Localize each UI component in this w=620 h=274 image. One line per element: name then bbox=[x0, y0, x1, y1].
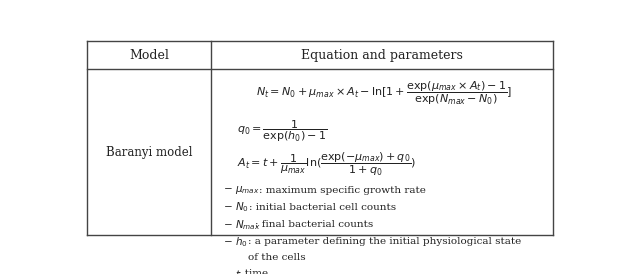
Text: : a parameter defining the initial physiological state: : a parameter defining the initial physi… bbox=[247, 238, 521, 246]
Text: $q_0 = \dfrac{1}{\exp(h_0)-1}$: $q_0 = \dfrac{1}{\exp(h_0)-1}$ bbox=[237, 118, 327, 144]
Text: $-\ N_{max}$: $-\ N_{max}$ bbox=[223, 218, 260, 232]
Text: of the cells: of the cells bbox=[247, 253, 305, 262]
Text: : initial bacterial cell counts: : initial bacterial cell counts bbox=[249, 203, 396, 212]
Text: : final bacterial counts: : final bacterial counts bbox=[255, 220, 374, 229]
Text: : time: : time bbox=[238, 269, 268, 274]
Text: Equation and parameters: Equation and parameters bbox=[301, 48, 463, 62]
Text: $-\ N_0$: $-\ N_0$ bbox=[223, 201, 249, 214]
Text: $-\ h_0$: $-\ h_0$ bbox=[223, 235, 247, 249]
Text: $N_t = N_0 + \mu_{max} \times A_t - \ln[1 + \dfrac{\exp(\mu_{max} \times A_t)-1}: $N_t = N_0 + \mu_{max} \times A_t - \ln[… bbox=[256, 79, 512, 107]
Text: : maximum specific growth rate: : maximum specific growth rate bbox=[259, 185, 425, 195]
Text: Baranyi model: Baranyi model bbox=[105, 145, 192, 159]
Text: $-\ \mu_{max}$: $-\ \mu_{max}$ bbox=[223, 184, 259, 196]
Text: $-\ t$: $-\ t$ bbox=[223, 268, 241, 274]
Text: $A_t = t + \dfrac{1}{\mu_{max}} \ln(\dfrac{\exp(-\mu_{max})+q_0}{1+q_0})$: $A_t = t + \dfrac{1}{\mu_{max}} \ln(\dfr… bbox=[237, 151, 416, 178]
Text: Model: Model bbox=[129, 48, 169, 62]
